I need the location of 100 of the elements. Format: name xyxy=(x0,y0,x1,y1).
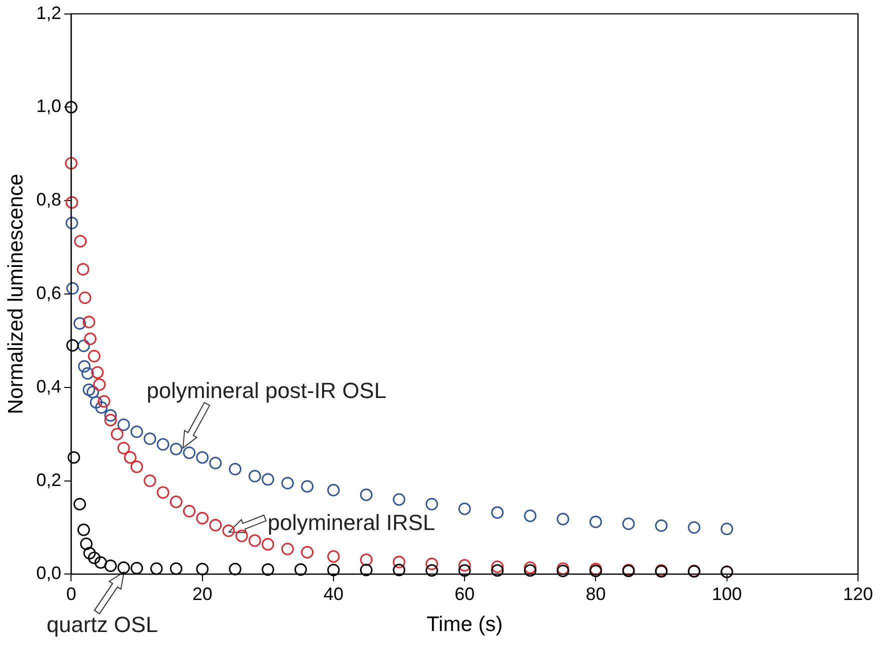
x-tick-label: 40 xyxy=(323,584,344,604)
point xyxy=(88,350,100,362)
y-axis-title: Normalized luminescence xyxy=(4,174,28,414)
point xyxy=(66,339,79,352)
point xyxy=(64,156,78,170)
point xyxy=(81,367,94,380)
y-tick-label: 0,2 xyxy=(36,470,62,490)
point xyxy=(76,263,90,276)
point xyxy=(262,538,274,551)
point xyxy=(78,291,92,304)
point xyxy=(360,488,373,502)
point xyxy=(170,562,182,575)
point xyxy=(196,562,209,576)
point xyxy=(209,456,222,470)
point xyxy=(74,234,87,248)
point xyxy=(117,442,130,454)
point xyxy=(248,534,262,547)
point xyxy=(426,558,438,570)
x-tick-label: 60 xyxy=(454,584,475,604)
point xyxy=(301,546,314,558)
point xyxy=(458,502,471,516)
point xyxy=(73,498,86,510)
point xyxy=(64,100,78,114)
point xyxy=(622,518,635,530)
point xyxy=(196,451,209,464)
y-tick-label: 0,6 xyxy=(36,282,62,303)
point xyxy=(91,366,104,379)
point xyxy=(156,486,170,499)
annotation: quartz OSL xyxy=(46,612,158,637)
point xyxy=(77,340,90,352)
point xyxy=(301,480,314,493)
point xyxy=(426,498,438,510)
point xyxy=(144,432,156,446)
point xyxy=(110,428,124,440)
y-tick-label: 0,0 xyxy=(36,563,62,584)
point xyxy=(209,518,222,532)
x-axis-title: Time (s) xyxy=(426,613,503,636)
point xyxy=(281,476,294,490)
point xyxy=(688,521,700,534)
point xyxy=(88,552,100,564)
point xyxy=(130,426,144,438)
point xyxy=(458,564,471,577)
point xyxy=(130,460,144,474)
point xyxy=(104,414,117,426)
point xyxy=(360,553,373,566)
point xyxy=(524,564,536,577)
point xyxy=(392,556,406,568)
point xyxy=(248,470,262,482)
point xyxy=(392,564,406,576)
point xyxy=(426,564,438,577)
point xyxy=(66,282,79,295)
point xyxy=(360,564,373,576)
point xyxy=(86,386,100,398)
point xyxy=(281,542,294,556)
x-tick-label: 120 xyxy=(842,584,874,604)
y-tick-label: 1,2 xyxy=(36,2,62,23)
point xyxy=(156,438,170,451)
point xyxy=(327,550,340,563)
x-tick-label: 20 xyxy=(192,584,212,604)
y-tick-label: 0,4 xyxy=(36,376,62,396)
point xyxy=(150,562,163,575)
point xyxy=(196,512,209,524)
point xyxy=(95,401,108,414)
point xyxy=(491,560,504,573)
point xyxy=(94,556,107,569)
point xyxy=(491,506,504,519)
point xyxy=(104,560,117,572)
point xyxy=(524,561,536,574)
annotation: polymineral post-IR OSL xyxy=(146,378,386,404)
point xyxy=(82,383,96,396)
point xyxy=(98,395,110,408)
point xyxy=(589,516,602,528)
point xyxy=(83,546,96,560)
point xyxy=(117,418,130,432)
point xyxy=(104,409,117,422)
point xyxy=(235,530,248,542)
point xyxy=(458,559,471,572)
point xyxy=(170,496,182,508)
point xyxy=(182,446,196,460)
point xyxy=(524,510,536,522)
point xyxy=(228,462,242,476)
point xyxy=(73,317,86,330)
point xyxy=(84,332,96,346)
point xyxy=(117,561,130,574)
point xyxy=(556,564,570,578)
point xyxy=(130,562,144,574)
point xyxy=(556,512,570,526)
point xyxy=(720,522,734,536)
point xyxy=(392,493,406,506)
y-tick-label: 0,8 xyxy=(36,190,62,210)
point xyxy=(228,562,242,576)
point xyxy=(66,216,78,230)
point xyxy=(294,563,307,576)
x-tick-label: 0 xyxy=(66,584,76,604)
point xyxy=(556,562,570,575)
point xyxy=(491,564,504,577)
point xyxy=(222,524,235,538)
point xyxy=(144,474,156,488)
x-tick-label: 100 xyxy=(712,584,742,604)
point xyxy=(77,524,90,536)
